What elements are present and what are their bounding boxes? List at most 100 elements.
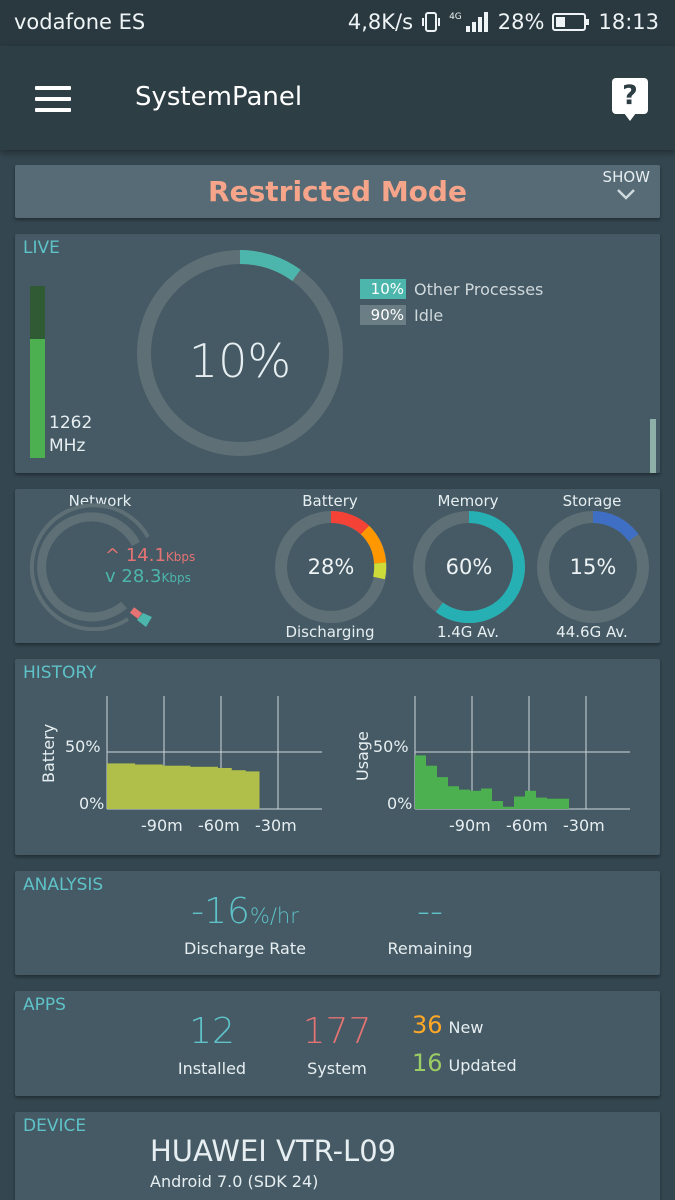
cpu-usage-arc — [137, 250, 343, 456]
live-card: LIVE 1262 MHz 10% 10% Other Processes 90… — [15, 234, 660, 473]
history-card[interactable]: HISTORY Battery 50% 0% -90m -60m -30m Us… — [15, 659, 660, 855]
status-icons: 4,8K/s 4G 28% 18:13 — [348, 10, 659, 34]
restricted-mode-title: Restricted Mode — [208, 175, 467, 208]
help-button[interactable]: ? — [612, 78, 648, 121]
battery-icon — [552, 12, 590, 32]
battery-value: 28% — [307, 555, 355, 579]
discharge-rate-label: Discharge Rate — [184, 939, 306, 958]
arrow-up-icon: ^ — [105, 545, 121, 566]
network-download: v 28.3Kbps — [105, 566, 191, 587]
cpu-usage-value: 10% — [188, 334, 292, 388]
network-upload: ^ 14.1Kbps — [105, 545, 195, 566]
battery-history-bar — [245, 771, 260, 809]
memory-label: Memory — [437, 492, 499, 510]
usage-history-bar — [437, 777, 448, 809]
remaining-value: -- — [417, 891, 443, 932]
restricted-mode-banner[interactable]: Restricted Mode SHOW — [15, 165, 660, 218]
legend-chip: 90% — [360, 305, 406, 325]
arrow-down-icon: v — [105, 566, 116, 587]
app-bar: SystemPanel ? — [0, 46, 675, 150]
apps-card[interactable]: APPS 12 Installed 177 System 36 New 16 Upd… — [15, 991, 660, 1096]
battery-history-bar — [162, 765, 177, 809]
battery-ring — [275, 510, 387, 623]
device-card[interactable]: DEVICE HUAWEI VTR-L09 Android 7.0 (SDK 2… — [15, 1112, 660, 1200]
network-download-value: 28.3 — [121, 566, 162, 587]
battery-history-bar — [148, 764, 163, 809]
battery-axis-label: Battery — [39, 723, 58, 783]
battery-history-chart — [106, 696, 322, 810]
usage-history-bar — [492, 801, 503, 809]
show-toggle[interactable]: SHOW — [603, 168, 650, 204]
legend-label: Idle — [414, 305, 444, 325]
usage-y-tick-50: 50% — [373, 737, 409, 756]
battery-history-bar — [120, 763, 136, 809]
memory-arc — [413, 511, 525, 623]
menu-icon[interactable] — [35, 86, 71, 112]
installed-apps-label: Installed — [177, 1059, 247, 1078]
usage-history-bar — [470, 790, 481, 809]
analysis-section-label: ANALYSIS — [23, 875, 104, 895]
apps-section-label: APPS — [23, 995, 66, 1015]
usage-axis-label: Usage — [353, 731, 372, 781]
device-version: Android 7.0 (SDK 24) — [150, 1172, 319, 1191]
remaining-label: Remaining — [387, 939, 473, 958]
battery-history-bar — [231, 770, 246, 809]
battery-status: Discharging — [285, 623, 375, 641]
app-title: SystemPanel — [135, 82, 303, 112]
battery-history-bar — [107, 763, 122, 809]
battery-y-tick-50: 50% — [65, 737, 101, 756]
signal-icon: 4G — [449, 12, 490, 32]
cpu-frequency-bar — [30, 286, 45, 458]
cpu-frequency-value: 1262 — [49, 413, 93, 433]
battery-history-bar — [176, 765, 191, 809]
network-download-unit: Kbps — [161, 571, 191, 585]
updated-apps-value: 16 — [412, 1049, 443, 1077]
system-apps-value: 177 — [302, 1011, 372, 1052]
live-section-label: LIVE — [23, 238, 60, 258]
history-section-label: HISTORY — [23, 663, 97, 683]
discharge-rate-value: -16%/hr — [165, 891, 325, 932]
memory-value: 60% — [445, 555, 493, 579]
scrollbar[interactable] — [650, 419, 656, 473]
show-label: SHOW — [602, 168, 650, 186]
discharge-rate-number: -16 — [191, 891, 250, 932]
vibrate-icon — [421, 11, 441, 33]
new-apps-value: 36 — [412, 1011, 443, 1039]
new-apps: 36 New — [412, 1011, 483, 1039]
new-apps-label: New — [448, 1018, 484, 1037]
cpu-frequency-unit: MHz — [49, 436, 86, 456]
usage-history-bar — [415, 755, 426, 809]
cpu-frequency-readout: 1262 MHz — [49, 412, 92, 458]
chevron-down-icon — [617, 189, 636, 200]
usage-history-bar — [503, 806, 514, 809]
storage-arc — [537, 511, 649, 623]
usage-history-bar — [481, 788, 492, 809]
memory-available: 1.4G Av. — [436, 623, 500, 641]
stats-card[interactable]: Network ^ 14.1Kbps v 28.3Kbps Battery 28… — [15, 489, 660, 643]
updated-apps: 16 Updated — [412, 1049, 517, 1077]
usage-x-tick-60: -60m — [506, 816, 548, 835]
battery-y-tick-0: 0% — [79, 794, 105, 813]
battery-history-bar — [217, 768, 232, 809]
carrier-name: vodafone ES — [14, 10, 146, 34]
legend-chip: 10% — [360, 279, 406, 299]
usage-history-bar — [426, 765, 437, 809]
battery-x-tick-90: -90m — [141, 816, 183, 835]
discharge-rate-unit: %/hr — [249, 904, 299, 928]
installed-apps-value: 12 — [189, 1011, 235, 1052]
battery-history-bar — [203, 766, 218, 809]
legend-item-other-processes: 10% Other Processes — [360, 279, 543, 299]
usage-history-bar — [514, 796, 525, 809]
device-name: HUAWEI VTR-L09 — [150, 1134, 397, 1168]
usage-history-bar — [558, 798, 569, 809]
usage-history-chart — [414, 696, 630, 810]
battery-percent: 28% — [497, 10, 545, 34]
battery-x-tick-60: -60m — [198, 816, 240, 835]
memory-ring — [413, 511, 525, 623]
analysis-card[interactable]: ANALYSIS -16%/hr Discharge Rate -- Remai… — [15, 871, 660, 975]
network-upload-unit: Kbps — [165, 550, 196, 564]
history-charts — [106, 696, 630, 810]
legend-item-idle: 90% Idle — [360, 305, 443, 325]
battery-history-bar — [134, 764, 149, 809]
storage-ring — [537, 511, 649, 623]
